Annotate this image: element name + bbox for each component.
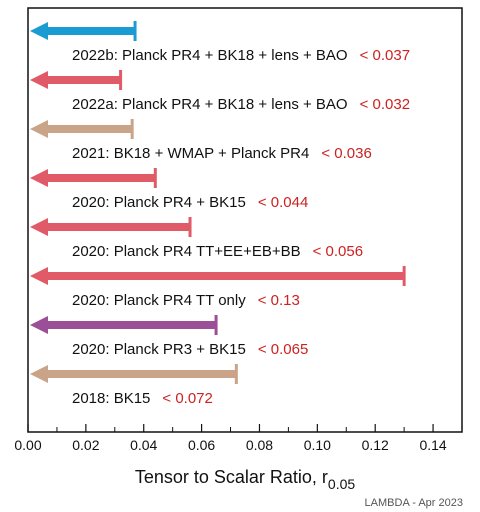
limit-arrow-head	[30, 71, 48, 89]
limit-arrow-head	[30, 316, 48, 334]
x-axis-ticks: 0.00 0.02 0.04 0.06 0.08 0.10 0.12 0.14	[14, 424, 447, 453]
limit-value: < 0.044	[258, 194, 308, 211]
x-tick-label: 0.02	[72, 437, 99, 453]
limit-arrow-head	[30, 120, 48, 138]
limit-arrow-cap	[214, 315, 218, 335]
entry-label: 2022a: Planck PR4 + BK18 + lens + BAO	[72, 96, 348, 113]
limit-arrow-head	[30, 365, 48, 383]
x-tick-label: 0.08	[246, 437, 273, 453]
x-tick-label: 0.10	[304, 437, 331, 453]
limit-value: < 0.036	[321, 145, 371, 162]
entry-label: 2020: Planck PR4 + BK15	[72, 194, 246, 211]
limit-value: < 0.072	[162, 390, 212, 407]
entry-label: 2020: Planck PR3 + BK15	[72, 341, 246, 358]
x-tick-label: 0.14	[419, 437, 446, 453]
entry-label: 2018: BK15	[72, 390, 150, 407]
limit-arrow-head	[30, 218, 48, 236]
x-tick-label: 0.04	[130, 437, 157, 453]
limit-value: < 0.065	[258, 341, 308, 358]
limit-arrow-cap	[234, 364, 238, 384]
limit-value: < 0.13	[258, 292, 300, 309]
limit-arrow-cap	[133, 21, 137, 41]
entry-label: 2021: BK18 + WMAP + Planck PR4	[72, 145, 309, 162]
limit-value: < 0.032	[360, 96, 410, 113]
limit-arrow-shaft	[46, 174, 156, 182]
entry-label: 2020: Planck PR4 TT only	[72, 292, 246, 309]
x-tick-label: 0.06	[188, 437, 215, 453]
limit-arrow-cap	[119, 70, 123, 90]
limit-arrow-shaft	[46, 321, 217, 329]
x-axis-label: Tensor to Scalar Ratio, r0.05	[135, 467, 356, 492]
limit-value: < 0.037	[360, 47, 410, 64]
limit-arrow-shaft	[46, 223, 191, 231]
limit-arrow-cap	[153, 168, 157, 188]
limit-arrow-cap	[188, 217, 192, 237]
entry-labels: 2022b: Planck PR4 + BK18 + lens + BAO < 0…	[72, 47, 410, 407]
limit-arrow-cap	[402, 266, 406, 286]
entry-label: 2022b: Planck PR4 + BK18 + lens + BAO	[72, 47, 348, 64]
x-tick-label: 0.12	[362, 437, 389, 453]
limit-arrow-head	[30, 169, 48, 187]
limit-arrow-shaft	[46, 125, 133, 133]
limit-arrow-shaft	[46, 370, 237, 378]
limit-arrow-shaft	[46, 272, 405, 280]
limit-arrow-shaft	[46, 76, 121, 84]
limit-arrow-cap	[130, 119, 134, 139]
limit-arrow-head	[30, 267, 48, 285]
x-tick-label: 0.00	[14, 437, 41, 453]
limit-arrow-shaft	[46, 27, 136, 35]
credit-text: LAMBDA - Apr 2023	[365, 497, 463, 509]
plot-frame	[27, 7, 463, 433]
limit-value: < 0.056	[313, 243, 363, 260]
limit-arrow-head	[30, 22, 48, 40]
limit-arrows	[30, 21, 406, 384]
entry-label: 2020: Planck PR4 TT+EE+EB+BB	[72, 243, 301, 260]
